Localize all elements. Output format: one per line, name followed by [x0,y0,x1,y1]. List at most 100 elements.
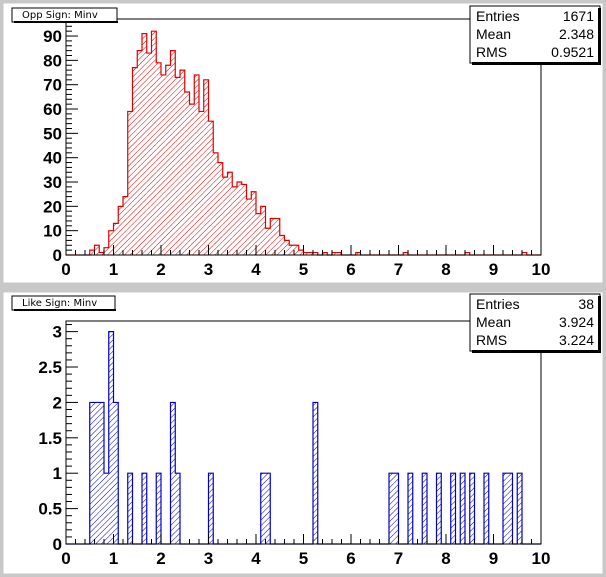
histogram-bin [265,228,271,255]
histogram-bin [389,473,394,544]
histogram-bars [66,331,541,545]
y-tick-label: 90 [43,27,62,46]
histogram-bin [460,473,465,544]
stat-value: 3.924 [559,314,594,330]
histogram-bin [199,111,204,255]
histogram-bin [422,473,427,544]
histogram-bin [175,473,180,544]
histogram-bin [165,65,171,255]
title-box: Opp Sign: Minv [11,7,118,23]
histogram-bin [156,473,161,544]
stat-label: Entries [476,8,520,24]
histogram-bin [113,223,119,255]
histogram-bin [469,473,475,544]
histogram-bin [355,252,361,255]
histogram-bin [108,331,114,544]
histogram-bin [156,62,161,255]
histogram-bin [313,252,318,255]
y-tick-label: 50 [43,124,62,143]
histogram-bin [336,252,342,255]
x-tick-label: 3 [204,549,213,568]
x-tick-label: 3 [204,260,213,279]
histogram-bin [127,473,133,544]
y-tick-label: 0 [53,246,62,265]
histogram-bin [94,402,100,544]
axes: 0 1 2 3 4 5 6 7 8 9 10 0 10 20 30 40 50 60 70 80 90 [43,19,550,279]
x-tick-label: 7 [394,549,403,568]
histogram-bin [237,182,242,255]
y-tick-label: 70 [43,76,62,95]
y-tick-label: 40 [43,149,62,168]
title-box: Like Sign: Minv [11,295,116,311]
histogram-bin [94,245,100,255]
histogram-bin [151,31,157,255]
histogram-bin [118,206,123,255]
histogram-bin [208,473,214,544]
x-tick-label: 10 [532,549,551,568]
histogram-bin [113,402,119,544]
histogram-title: Opp Sign: Minv [22,10,98,21]
histogram-bin [104,473,109,544]
histogram-bin [332,252,337,255]
x-tick-label: 7 [394,260,403,279]
y-tick-label: 0.5 [38,500,62,519]
histogram-bin [175,77,180,255]
histogram-bin [123,196,128,255]
histogram-bin [256,213,261,255]
histogram-bin [270,218,275,255]
histogram-bin [132,67,138,255]
histogram-bin [142,33,147,256]
histogram-bin [241,184,247,255]
histogram-bin [308,252,313,255]
y-tick-label: 30 [43,173,62,192]
histogram-bin [403,252,408,255]
stat-value: 38 [578,296,594,312]
stat-label: RMS [476,44,507,60]
y-tick-label: 1 [53,464,62,483]
histogram-bin [465,252,470,255]
y-tick-label: 20 [43,197,62,216]
histogram-bin [303,252,309,255]
histogram-bin [265,473,271,544]
x-tick-label: 9 [489,260,498,279]
histogram-bin [484,473,489,544]
histogram-bin [503,473,508,544]
histogram-bin [208,121,214,255]
histogram-bin [294,245,299,255]
histogram-bin [289,245,294,255]
x-tick-label: 10 [532,260,551,279]
histogram-bin [89,402,95,544]
y-tick-label: 60 [43,100,62,119]
x-tick-label: 4 [251,260,261,279]
histogram-bin [522,252,527,255]
histogram-bin [180,70,185,256]
histogram-bin [246,199,252,255]
histogram-bin [279,235,285,255]
histogram-bin [184,91,190,256]
histogram-bin [222,177,228,255]
histogram-bin [313,402,318,544]
histogram-bin [161,74,166,255]
y-tick-label: 1.5 [38,429,62,448]
x-tick-label: 5 [299,549,308,568]
axes: 0 1 2 3 4 5 6 7 8 9 10 0 0.5 1 1.5 2 2.5 3 [38,321,550,568]
histogram-bin [99,252,104,255]
x-tick-label: 6 [346,260,355,279]
y-tick-label: 3 [53,323,62,342]
stats-box: Entries 38 Mean 3.924 RMS 3.224 [469,293,601,353]
y-tick-label: 80 [43,51,62,70]
histogram-bin [127,111,133,255]
histogram-bin [450,473,456,544]
y-tick-label: 0 [53,535,62,554]
histogram-bin [146,53,152,255]
histogram-bin [436,473,442,544]
histogram-bin [218,162,223,255]
histogram-bin [203,79,209,256]
histogram-bin [251,191,256,255]
histogram-bin [517,473,522,544]
x-tick-label: 6 [346,549,355,568]
histogram-bin [393,473,399,544]
histogram-bin [89,250,95,255]
